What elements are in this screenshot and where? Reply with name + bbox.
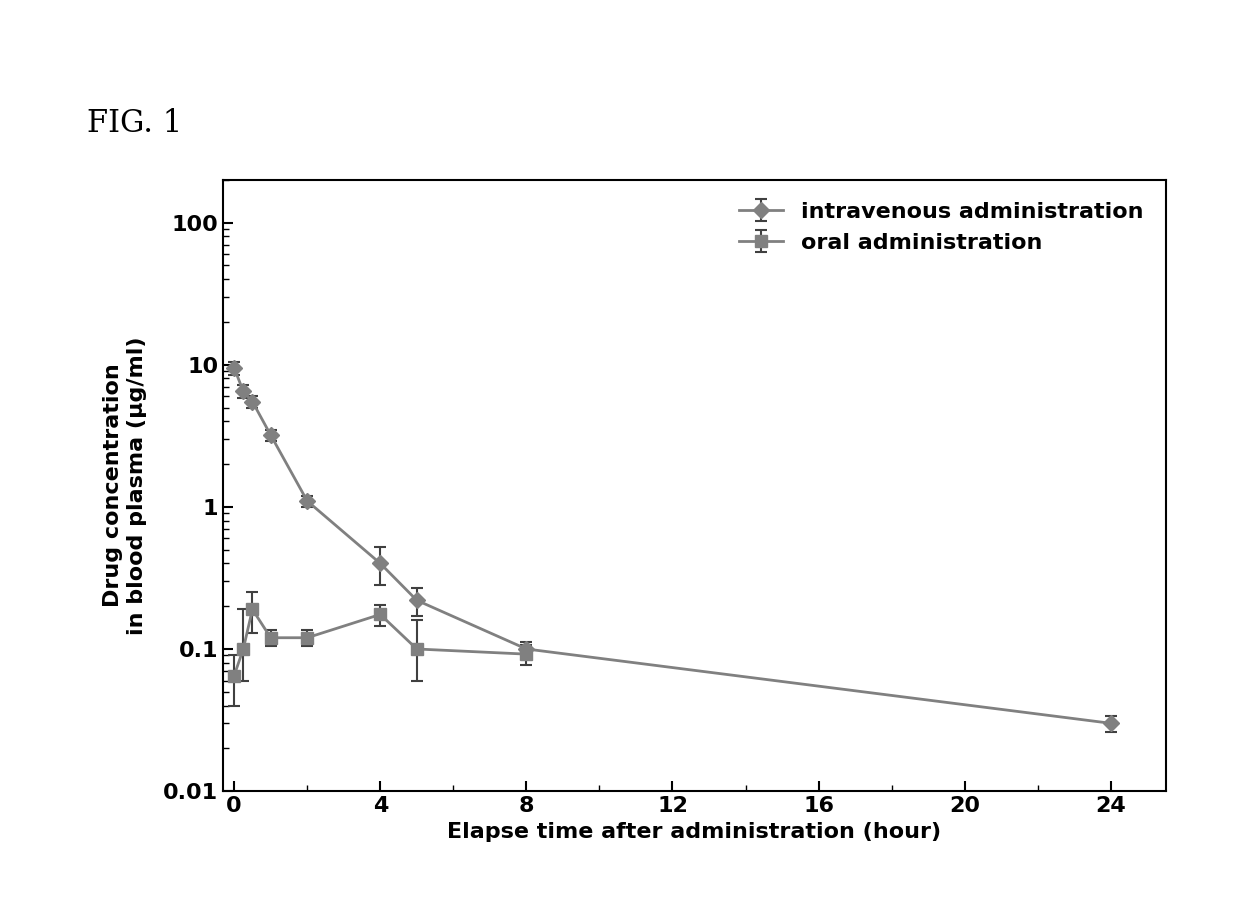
- X-axis label: Elapse time after administration (hour): Elapse time after administration (hour): [448, 822, 941, 841]
- Text: FIG. 1: FIG. 1: [87, 108, 182, 138]
- Legend: intravenous administration, oral administration: intravenous administration, oral adminis…: [728, 191, 1154, 264]
- Y-axis label: Drug concentration
in blood plasma (μg/ml): Drug concentration in blood plasma (μg/m…: [103, 336, 146, 635]
